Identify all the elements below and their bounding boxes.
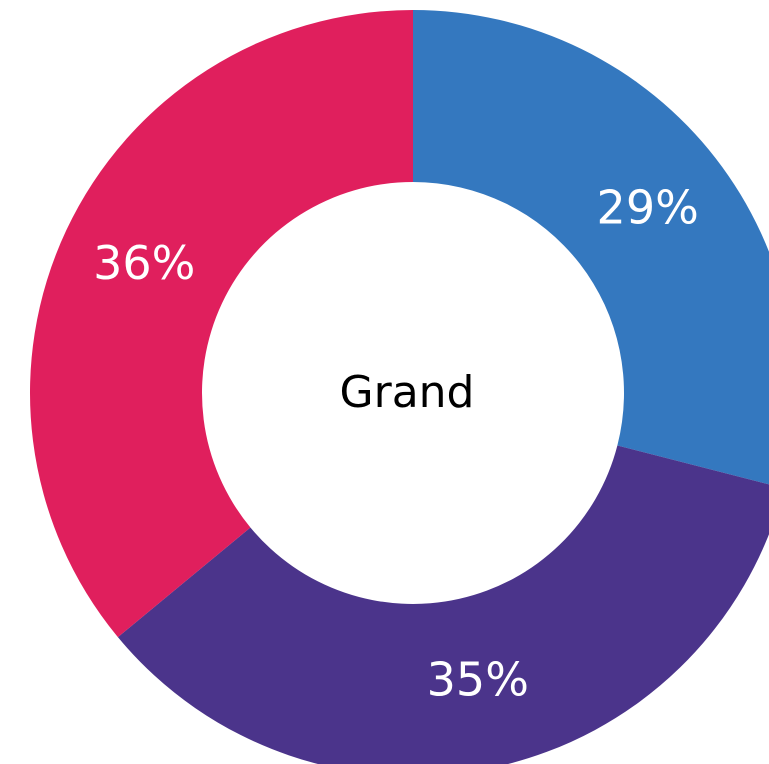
value-label: 35% <box>427 652 529 706</box>
slice <box>117 445 769 764</box>
value-label: 36% <box>93 236 195 290</box>
value-label: 29% <box>597 180 699 234</box>
slice <box>413 10 769 485</box>
center-label: Grand <box>340 367 475 418</box>
slice <box>30 10 414 638</box>
